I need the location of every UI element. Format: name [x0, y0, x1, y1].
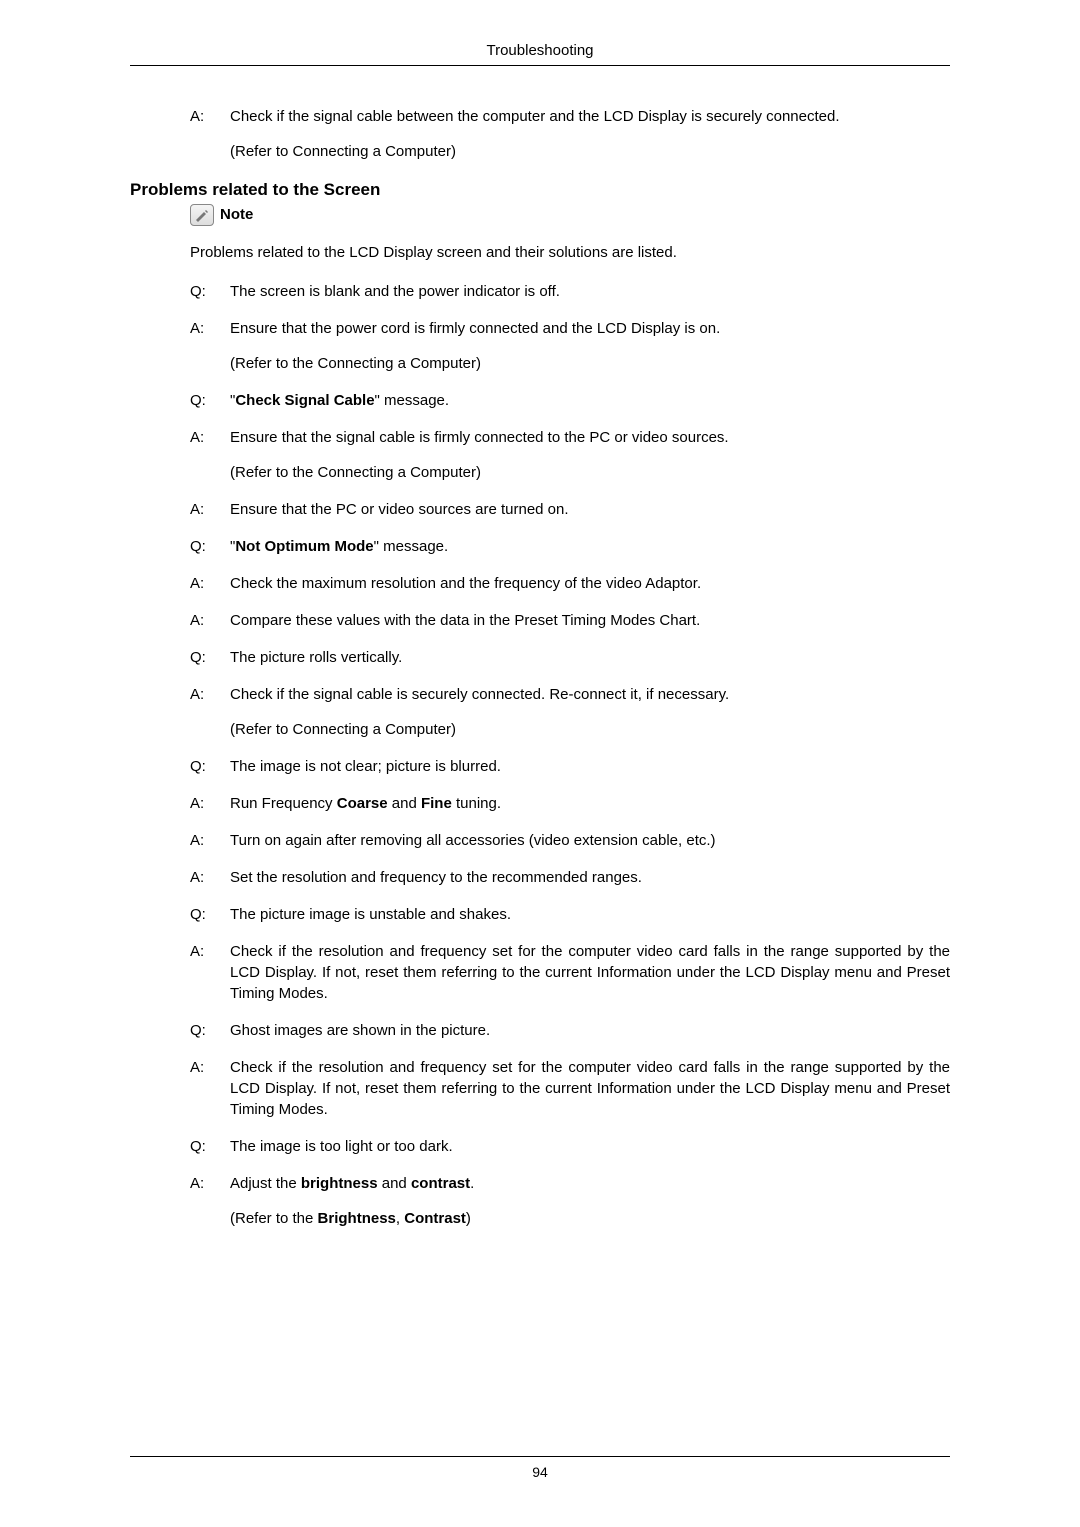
qa-main-text: The image is too light or too dark.: [230, 1138, 453, 1155]
qa-text: Set the resolution and frequency to the …: [230, 867, 950, 888]
qa-row: A:Ensure that the power cord is firmly c…: [190, 318, 950, 374]
qa-main-text: The image is not clear; picture is blurr…: [230, 758, 501, 775]
qa-label: A:: [190, 610, 230, 631]
qa-row: A:Run Frequency Coarse and Fine tuning.: [190, 793, 950, 814]
qa-sub-text: (Refer to the Connecting a Computer): [230, 462, 950, 483]
qa-main-text: Check if the signal cable between the co…: [230, 108, 840, 125]
qa-label: A:: [190, 318, 230, 374]
qa-row: Q:Ghost images are shown in the picture.: [190, 1020, 950, 1041]
qa-main-text: The picture image is unstable and shakes…: [230, 906, 511, 923]
qa-row: A: Check if the signal cable between the…: [190, 106, 950, 162]
qa-text: Check the maximum resolution and the fre…: [230, 573, 950, 594]
qa-main-text: Adjust the brightness and contrast.: [230, 1175, 474, 1192]
page: Troubleshooting A: Check if the signal c…: [0, 0, 1080, 1527]
qa-list: Q:The screen is blank and the power indi…: [190, 281, 950, 1229]
qa-main-text: Ensure that the signal cable is firmly c…: [230, 429, 729, 446]
qa-label: A:: [190, 106, 230, 162]
qa-main-text: Check if the resolution and frequency se…: [230, 1059, 950, 1118]
qa-text: The picture image is unstable and shakes…: [230, 904, 950, 925]
qa-row: Q:The image is too light or too dark.: [190, 1136, 950, 1157]
qa-row: Q:The picture image is unstable and shak…: [190, 904, 950, 925]
top-answer-block: A: Check if the signal cable between the…: [190, 106, 950, 162]
page-header: Troubleshooting: [130, 40, 950, 66]
qa-label: Q:: [190, 390, 230, 411]
qa-sub-text: (Refer to Connecting a Computer): [230, 141, 950, 162]
qa-label: Q:: [190, 281, 230, 302]
section-heading: Problems related to the Screen: [130, 178, 950, 202]
qa-main-text: The screen is blank and the power indica…: [230, 283, 560, 300]
qa-main-text: Compare these values with the data in th…: [230, 612, 700, 629]
qa-label: A:: [190, 573, 230, 594]
qa-row: A:Ensure that the PC or video sources ar…: [190, 499, 950, 520]
qa-text: The screen is blank and the power indica…: [230, 281, 950, 302]
qa-main-text: Ghost images are shown in the picture.: [230, 1022, 490, 1039]
qa-row: Q:"Check Signal Cable" message.: [190, 390, 950, 411]
qa-text: "Check Signal Cable" message.: [230, 390, 950, 411]
pencil-note-icon: [190, 204, 214, 226]
qa-label: A:: [190, 427, 230, 483]
qa-row: A:Compare these values with the data in …: [190, 610, 950, 631]
qa-row: A:Turn on again after removing all acces…: [190, 830, 950, 851]
note-row: Note: [190, 204, 950, 226]
qa-label: Q:: [190, 1136, 230, 1157]
qa-label: A:: [190, 1057, 230, 1120]
qa-row: Q:The image is not clear; picture is blu…: [190, 756, 950, 777]
section-intro: Problems related to the LCD Display scre…: [190, 242, 950, 263]
qa-text: Ghost images are shown in the picture.: [230, 1020, 950, 1041]
qa-label: A:: [190, 1173, 230, 1229]
qa-label: A:: [190, 684, 230, 740]
qa-row: A:Check the maximum resolution and the f…: [190, 573, 950, 594]
qa-text: Ensure that the signal cable is firmly c…: [230, 427, 950, 483]
qa-text: Check if the resolution and frequency se…: [230, 1057, 950, 1120]
qa-row: A:Check if the resolution and frequency …: [190, 941, 950, 1004]
qa-row: A:Ensure that the signal cable is firmly…: [190, 427, 950, 483]
qa-text: Compare these values with the data in th…: [230, 610, 950, 631]
qa-label: Q:: [190, 756, 230, 777]
qa-text: Check if the signal cable between the co…: [230, 106, 950, 162]
qa-label: A:: [190, 867, 230, 888]
qa-row: A:Set the resolution and frequency to th…: [190, 867, 950, 888]
qa-main-text: Ensure that the PC or video sources are …: [230, 501, 569, 518]
qa-label: Q:: [190, 536, 230, 557]
qa-text: Check if the signal cable is securely co…: [230, 684, 950, 740]
qa-sub-text: (Refer to the Connecting a Computer): [230, 353, 950, 374]
qa-text: Run Frequency Coarse and Fine tuning.: [230, 793, 950, 814]
qa-sub-text: (Refer to Connecting a Computer): [230, 719, 950, 740]
qa-sub-text: (Refer to the Brightness, Contrast): [230, 1208, 950, 1229]
qa-main-text: Ensure that the power cord is firmly con…: [230, 320, 720, 337]
qa-main-text: The picture rolls vertically.: [230, 649, 402, 666]
qa-text: Ensure that the power cord is firmly con…: [230, 318, 950, 374]
qa-text: Adjust the brightness and contrast. (Refe…: [230, 1173, 950, 1229]
qa-text: The image is too light or too dark.: [230, 1136, 950, 1157]
qa-label: A:: [190, 830, 230, 851]
page-number: 94: [130, 1456, 950, 1483]
qa-main-text: Turn on again after removing all accesso…: [230, 832, 716, 849]
qa-row: Q:The picture rolls vertically.: [190, 647, 950, 668]
qa-main-text: Check if the signal cable is securely co…: [230, 686, 729, 703]
qa-text: Check if the resolution and frequency se…: [230, 941, 950, 1004]
qa-text: Turn on again after removing all accesso…: [230, 830, 950, 851]
qa-row: Q:The screen is blank and the power indi…: [190, 281, 950, 302]
qa-label: A:: [190, 941, 230, 1004]
qa-label: Q:: [190, 647, 230, 668]
qa-main-text: Check the maximum resolution and the fre…: [230, 575, 701, 592]
qa-label: Q:: [190, 904, 230, 925]
qa-row: A:Check if the resolution and frequency …: [190, 1057, 950, 1120]
qa-label: A:: [190, 793, 230, 814]
qa-text: "Not Optimum Mode" message.: [230, 536, 950, 557]
qa-main-text: Check if the resolution and frequency se…: [230, 943, 950, 1002]
qa-main-text: "Not Optimum Mode" message.: [230, 538, 448, 555]
qa-text: The image is not clear; picture is blurr…: [230, 756, 950, 777]
note-label: Note: [220, 204, 253, 225]
qa-text: Ensure that the PC or video sources are …: [230, 499, 950, 520]
qa-label: Q:: [190, 1020, 230, 1041]
qa-text: The picture rolls vertically.: [230, 647, 950, 668]
qa-label: A:: [190, 499, 230, 520]
qa-row: A:Adjust the brightness and contrast. (Re…: [190, 1173, 950, 1229]
qa-row: A:Check if the signal cable is securely …: [190, 684, 950, 740]
qa-main-text: Set the resolution and frequency to the …: [230, 869, 642, 886]
qa-main-text: "Check Signal Cable" message.: [230, 392, 449, 409]
qa-main-text: Run Frequency Coarse and Fine tuning.: [230, 795, 501, 812]
qa-row: Q:"Not Optimum Mode" message.: [190, 536, 950, 557]
